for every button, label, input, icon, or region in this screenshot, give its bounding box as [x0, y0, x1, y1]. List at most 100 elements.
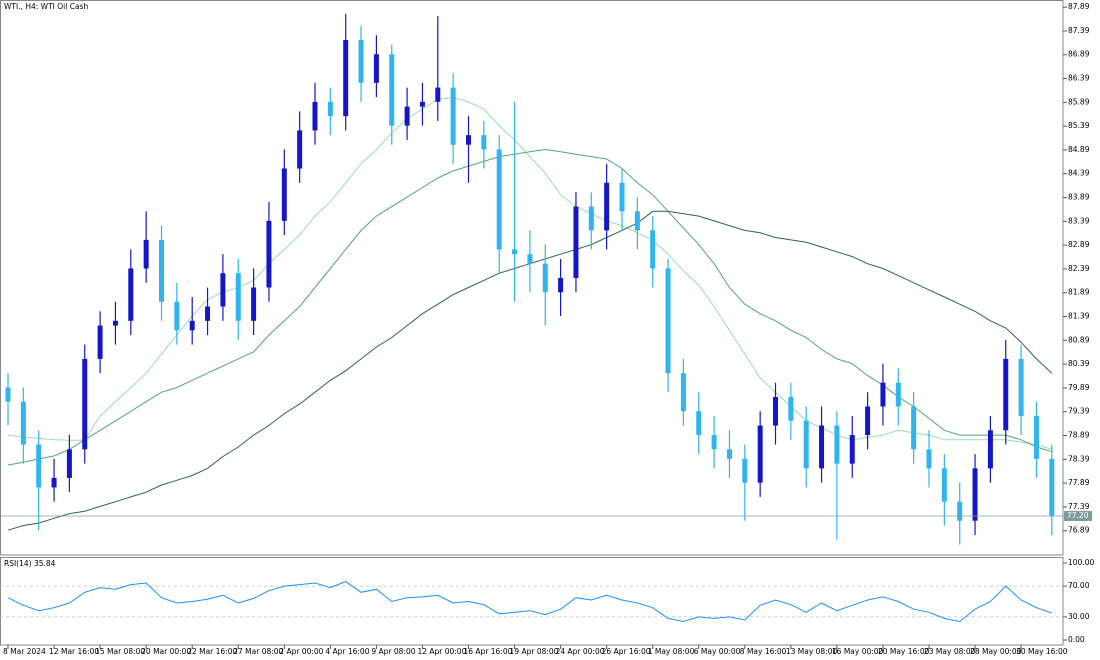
candle-body — [573, 206, 579, 278]
y-tick-label: 87.39 — [1068, 26, 1090, 35]
candle-body — [343, 39, 349, 117]
candle-body — [696, 411, 702, 436]
candle-body — [588, 206, 594, 231]
candle-body — [496, 149, 502, 250]
candle-body — [20, 401, 26, 445]
rsi-tick-label: 70.00 — [1068, 581, 1090, 590]
candle-body — [512, 249, 518, 255]
candle-body — [634, 211, 640, 231]
y-tick-label: 78.89 — [1068, 431, 1090, 440]
x-tick-label: 20 Mar 00:00 — [141, 647, 191, 656]
candle-body — [788, 396, 794, 421]
candle-body — [159, 239, 164, 302]
y-tick-label: 83.89 — [1068, 193, 1090, 202]
x-tick-label: 2 Apr 00:00 — [279, 647, 323, 656]
rsi-tick-label: 100.00 — [1068, 558, 1094, 567]
y-tick-label: 81.89 — [1068, 288, 1090, 297]
x-tick-label: 8 Mar 2024 — [3, 647, 46, 656]
candle-body — [358, 39, 364, 83]
rsi-panel — [0, 557, 1064, 646]
main-panel — [0, 0, 1064, 556]
candle-body — [1018, 358, 1024, 417]
candle-body — [5, 387, 11, 402]
y-tick-label: 76.89 — [1068, 526, 1090, 535]
y-tick-label: 80.39 — [1068, 359, 1090, 368]
y-tick-label: 79.39 — [1068, 407, 1090, 416]
y-tick-label: 87.89 — [1068, 2, 1090, 11]
candle-body — [205, 306, 211, 321]
candle-body — [849, 435, 855, 464]
x-tick-label: 12 Apr 00:00 — [417, 647, 466, 656]
candle-body — [389, 54, 395, 126]
candle-body — [189, 320, 195, 331]
candle-body — [266, 220, 272, 288]
candle-body — [972, 468, 978, 521]
moving-average — [7, 148, 1052, 466]
y-tick-label: 77.89 — [1068, 478, 1090, 487]
x-tick-label: 24 Apr 00:00 — [556, 647, 605, 656]
candle-body — [435, 87, 441, 102]
candle-body — [97, 325, 103, 359]
candle-body — [112, 320, 118, 326]
candle-body — [1003, 358, 1009, 431]
x-tick-label: 26 Apr 16:00 — [602, 647, 651, 656]
candle-body — [220, 273, 226, 307]
x-tick-label: 4 Apr 16:00 — [325, 647, 369, 656]
last-price-label: 77.20 — [1067, 511, 1089, 520]
candle-body — [481, 135, 487, 150]
candle-body — [757, 425, 763, 483]
y-tick-label: 83.39 — [1068, 216, 1090, 225]
candle-body — [527, 254, 533, 264]
y-tick-label: 86.39 — [1068, 74, 1090, 83]
y-tick-label: 84.39 — [1068, 169, 1090, 178]
x-tick-label: 9 Apr 08:00 — [371, 647, 415, 656]
x-tick-label: 16 May 00:00 — [832, 647, 884, 656]
candle-body — [450, 87, 456, 145]
rsi-tick-label: 30.00 — [1068, 612, 1090, 621]
candle-body — [803, 420, 809, 469]
candle-body — [419, 101, 425, 107]
candle-body — [665, 268, 671, 374]
candle-body — [911, 406, 917, 450]
candle-body — [404, 106, 410, 126]
candle-body — [650, 230, 656, 269]
x-tick-label: 15 Mar 08:00 — [95, 647, 145, 656]
y-tick-label: 79.89 — [1068, 383, 1090, 392]
chart-title: WTI., H4: WTI Oil Cash — [4, 2, 88, 11]
candle-body — [542, 263, 548, 293]
y-tick-label: 78.39 — [1068, 454, 1090, 463]
candle-body — [711, 435, 717, 450]
x-tick-label: 6 May 00:00 — [694, 647, 741, 656]
candle-body — [895, 382, 901, 407]
y-tick-label: 84.89 — [1068, 145, 1090, 154]
candle-body — [66, 449, 72, 478]
candle-body — [773, 396, 778, 426]
y-tick-label: 77.39 — [1068, 502, 1090, 511]
candle-body — [1049, 458, 1055, 516]
candle-body — [957, 501, 963, 521]
candle-body — [941, 468, 947, 502]
candle-body — [36, 444, 42, 488]
y-tick-label: 82.39 — [1068, 264, 1090, 273]
x-tick-label: 22 Mar 16:00 — [187, 647, 237, 656]
y-tick-label: 86.89 — [1068, 50, 1090, 59]
x-tick-label: 12 Mar 16:00 — [49, 647, 99, 656]
x-tick-label: 13 May 08:00 — [786, 647, 838, 656]
x-tick-label: 8 May 16:00 — [740, 647, 787, 656]
x-tick-label: 1 May 08:00 — [648, 647, 695, 656]
y-tick-label: 80.89 — [1068, 335, 1090, 344]
x-tick-label: 20 May 16:00 — [878, 647, 930, 656]
x-tick-label: 16 Apr 16:00 — [464, 647, 513, 656]
candle-body — [680, 373, 686, 412]
candle-body — [865, 406, 871, 436]
candle-body — [466, 135, 471, 145]
candle-body — [143, 239, 149, 269]
candle-body — [1033, 416, 1039, 459]
candle-body — [51, 477, 57, 488]
candle-body — [926, 449, 932, 469]
candle-body — [604, 182, 610, 231]
y-tick-label: 82.89 — [1068, 240, 1090, 249]
x-tick-label: 19 Apr 08:00 — [510, 647, 559, 656]
rsi-tick-label: 0.00 — [1068, 635, 1085, 644]
